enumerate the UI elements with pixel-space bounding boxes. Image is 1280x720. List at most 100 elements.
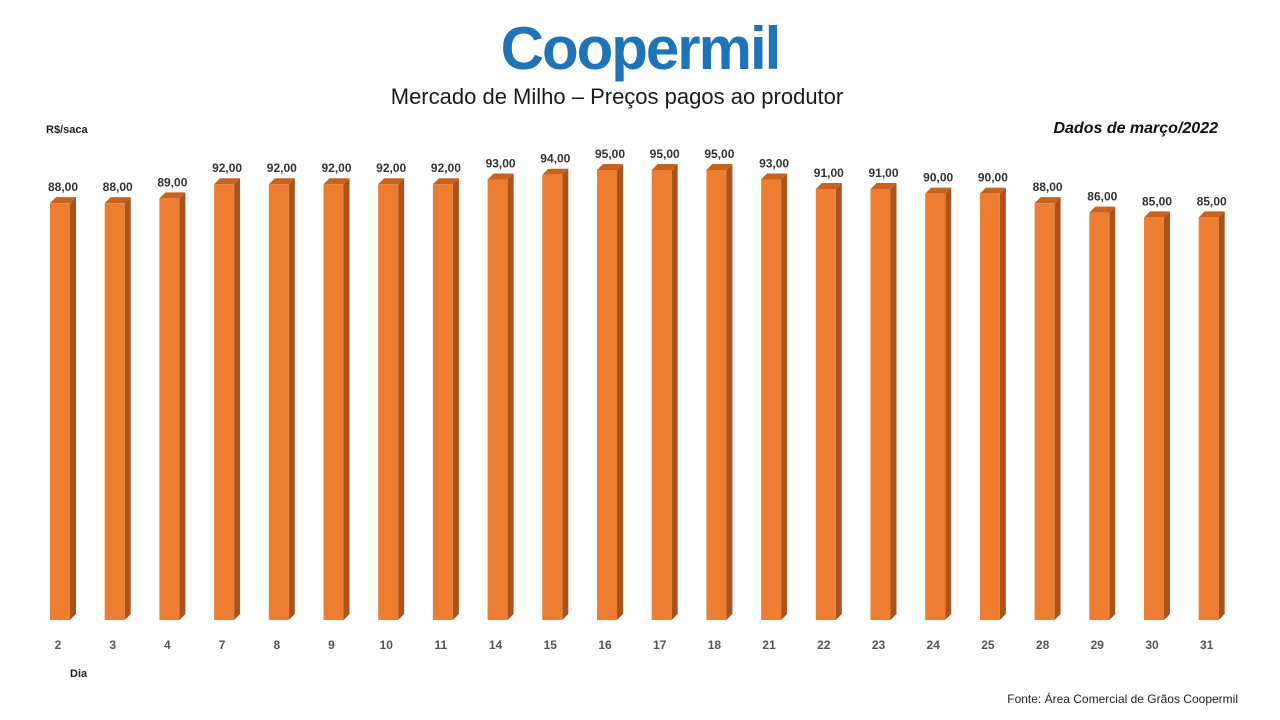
x-tick-label: 9 — [328, 638, 335, 652]
value-label: 85,00 — [1142, 194, 1172, 208]
bar-side — [671, 164, 678, 620]
x-tick-label: 29 — [1091, 638, 1105, 652]
bar-side — [70, 197, 76, 620]
bar-top — [1198, 211, 1225, 218]
bar-day-4 — [159, 192, 186, 620]
value-label: 91,00 — [868, 166, 898, 180]
bar-side — [288, 178, 295, 621]
bar-day-23 — [870, 182, 897, 620]
bar-day-17 — [651, 164, 678, 620]
bar-day-31 — [1198, 211, 1225, 621]
chart-title: Mercado de Milho – Preços pagos ao produ… — [390, 84, 844, 109]
bar-top — [159, 192, 186, 199]
value-label: 92,00 — [376, 161, 406, 175]
bar-side — [781, 173, 788, 620]
bar-day-7 — [214, 178, 241, 621]
bar-top — [815, 182, 842, 189]
bar-top — [706, 164, 733, 170]
bar-top — [1034, 197, 1061, 204]
x-tick-label: 24 — [927, 638, 941, 652]
bar-day-14 — [487, 173, 514, 620]
bar-side — [398, 178, 405, 621]
bar-top — [378, 178, 405, 185]
bar-top — [214, 178, 241, 185]
bar-front — [487, 179, 508, 620]
bar-day-28 — [1034, 197, 1061, 620]
bar-side — [1164, 211, 1170, 621]
x-tick-label: 21 — [762, 638, 776, 652]
bar-top — [542, 168, 569, 175]
bar-side — [452, 178, 459, 621]
value-label: 88,00 — [48, 180, 78, 194]
bar-top — [925, 187, 952, 194]
bar-side — [726, 164, 733, 620]
x-tick-label: 31 — [1200, 638, 1214, 652]
value-label: 92,00 — [267, 161, 297, 175]
bar-front — [925, 193, 946, 620]
bar-side — [617, 164, 623, 620]
value-label: 90,00 — [978, 171, 1008, 185]
x-tick-group: 2 3 4 7 8 9 10 11 14 15 16 17 18 21 22 23 24 25 28 29 30 31 — [55, 638, 1214, 652]
bar-day-21 — [761, 173, 788, 620]
bar-front — [542, 174, 563, 620]
value-label: 85,00 — [1197, 194, 1227, 208]
x-axis-label: Dia — [70, 668, 88, 680]
x-tick-label: 25 — [981, 638, 995, 652]
bar-top — [761, 173, 788, 180]
bar-front — [50, 203, 70, 620]
bar-top — [104, 197, 131, 204]
bar-front — [651, 170, 672, 620]
bar-top — [870, 182, 897, 189]
x-tick-label: 28 — [1036, 638, 1050, 652]
bar-front — [268, 184, 289, 621]
bar-top — [432, 178, 459, 185]
x-tick-label: 11 — [435, 638, 448, 652]
bar-side — [507, 173, 514, 620]
value-label: 92,00 — [431, 161, 461, 175]
bar-day-25 — [979, 187, 1006, 620]
bar-front — [104, 203, 125, 620]
value-label: 95,00 — [650, 147, 680, 161]
x-tick-label: 4 — [164, 638, 171, 652]
bar-side — [343, 178, 350, 621]
bar-front — [597, 170, 617, 620]
value-label-group: 88,00 88,00 89,00 92,00 92,00 92,00 92,00 92,00… — [48, 147, 1227, 208]
value-label: 93,00 — [759, 156, 789, 170]
bar-day-22 — [815, 182, 842, 620]
x-tick-label: 18 — [708, 638, 722, 652]
bar-group — [50, 164, 1225, 621]
x-tick-label: 3 — [109, 638, 116, 652]
bar-day-2 — [50, 197, 76, 620]
bar-side — [999, 187, 1006, 620]
bar-day-11 — [432, 178, 459, 621]
bar-front — [323, 184, 344, 621]
bar-front — [870, 188, 891, 620]
bar-day-15 — [542, 168, 569, 620]
x-tick-label: 16 — [598, 638, 612, 652]
bar-top — [323, 178, 350, 185]
bar-side — [562, 168, 569, 620]
value-label: 91,00 — [814, 166, 844, 180]
bar-top — [651, 164, 678, 170]
bar-side — [1109, 206, 1116, 620]
bar-side — [124, 197, 131, 620]
value-label: 86,00 — [1087, 190, 1117, 204]
bar-front — [815, 188, 836, 620]
bar-front — [432, 184, 453, 621]
bar-top — [50, 197, 76, 204]
bar-top — [1144, 211, 1170, 218]
bar-top — [597, 164, 623, 170]
value-label: 95,00 — [704, 147, 734, 161]
bar-front — [1034, 203, 1055, 620]
bar-day-24 — [925, 187, 952, 620]
bar-side — [1218, 211, 1225, 621]
value-label: 93,00 — [486, 156, 516, 170]
bar-day-29 — [1089, 206, 1116, 620]
bar-side — [234, 178, 241, 621]
bar-front — [1089, 212, 1110, 620]
x-tick-label: 23 — [872, 638, 886, 652]
bar-day-9 — [323, 178, 350, 621]
bar-side — [179, 192, 186, 620]
value-label: 92,00 — [212, 161, 242, 175]
